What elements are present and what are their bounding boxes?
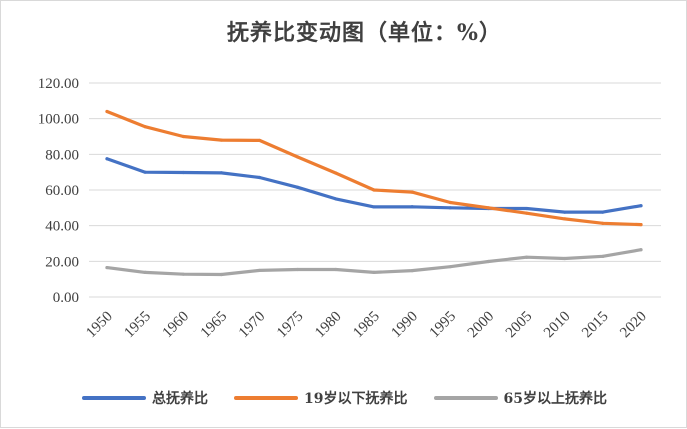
legend-label-total: 总抚养比: [152, 391, 209, 407]
data-point-over-65: [639, 248, 643, 252]
x-tick-label: 1985: [350, 309, 383, 342]
data-point-total: [334, 197, 338, 201]
data-point-over-65: [257, 268, 262, 273]
x-tick-label: 2015: [579, 309, 612, 342]
data-point-under-19: [219, 138, 224, 142]
x-tick-label: 1960: [160, 309, 193, 342]
data-point-over-65: [601, 254, 605, 258]
data-point-total: [563, 210, 567, 214]
y-tick-label: 120.00: [38, 76, 79, 92]
data-point-total: [257, 175, 262, 180]
x-tick-label: 2010: [541, 309, 574, 342]
y-tick-label: 20.00: [45, 254, 79, 270]
data-point-under-19: [372, 188, 376, 192]
data-point-over-65: [181, 272, 185, 276]
data-point-under-19: [143, 125, 147, 129]
data-point-total: [448, 206, 452, 210]
data-point-under-19: [181, 134, 185, 139]
legend-item-total: 总抚养比: [82, 388, 208, 408]
legend-swatch-under-19: [234, 396, 299, 400]
legend-label-over-65: 65岁以上抚养比: [503, 391, 607, 407]
data-point-over-65: [524, 255, 529, 259]
y-tick-label: 100.00: [38, 112, 79, 128]
x-tick-label: 1965: [198, 309, 231, 342]
x-tick-label: 1955: [121, 309, 154, 342]
data-point-over-65: [219, 272, 224, 277]
data-point-total: [181, 170, 185, 175]
legend-label-under-19: 19岁以下抚养比: [304, 391, 408, 407]
chart-title: 抚养比变动图（单位：%）: [227, 20, 502, 46]
data-point-over-65: [143, 270, 147, 274]
data-point-under-19: [601, 221, 605, 225]
y-tick-label: 80.00: [45, 147, 79, 163]
legend-item-under-19: 19岁以下抚养比: [234, 388, 408, 408]
x-tick-label: 1990: [388, 309, 421, 342]
x-tick-label: 1975: [274, 309, 307, 342]
data-point-under-19: [639, 222, 643, 227]
legend-swatch-over-65: [433, 396, 498, 400]
data-point-under-19: [410, 190, 414, 194]
data-point-under-19: [524, 211, 529, 215]
x-tick-label: 1970: [236, 309, 269, 342]
series-line-over-65: [105, 248, 643, 277]
data-point-over-65: [372, 270, 376, 274]
legend-swatch-total: [82, 396, 147, 400]
data-point-over-65: [563, 256, 567, 261]
data-point-total: [372, 205, 376, 209]
x-tick-label: 2020: [617, 309, 650, 342]
x-tick-label: 1950: [83, 309, 116, 342]
series-line-total: [105, 157, 643, 214]
data-point-under-19: [105, 109, 109, 114]
x-tick-label: 1995: [427, 309, 460, 342]
data-point-total: [105, 157, 109, 161]
data-point-total: [639, 204, 643, 208]
data-point-over-65: [448, 265, 452, 269]
data-point-under-19: [486, 206, 491, 210]
data-point-under-19: [448, 200, 452, 205]
data-point-total: [601, 210, 605, 214]
data-point-under-19: [296, 155, 300, 159]
legend-item-over-65: 65岁以上抚养比: [433, 388, 607, 408]
data-point-total: [524, 206, 529, 211]
data-point-over-65: [105, 265, 109, 270]
y-tick-label: 60.00: [45, 183, 79, 199]
data-point-total: [410, 205, 414, 209]
data-point-under-19: [563, 217, 567, 221]
data-point-total: [296, 185, 300, 189]
legend: 总抚养比 19岁以下抚养比 65岁以上抚养比: [1, 386, 687, 410]
data-point-total: [219, 171, 224, 175]
data-point-over-65: [486, 259, 491, 264]
x-tick-label: 1980: [312, 309, 345, 342]
data-point-over-65: [334, 267, 338, 272]
data-point-under-19: [257, 138, 262, 143]
y-tick-label: 40.00: [45, 219, 79, 235]
data-point-total: [143, 170, 147, 174]
x-tick-label: 2000: [465, 309, 498, 342]
x-tick-label: 2005: [503, 309, 536, 342]
data-point-over-65: [410, 269, 414, 273]
y-tick-label: 0.00: [53, 290, 79, 306]
data-point-under-19: [334, 171, 338, 175]
data-point-over-65: [296, 267, 300, 272]
